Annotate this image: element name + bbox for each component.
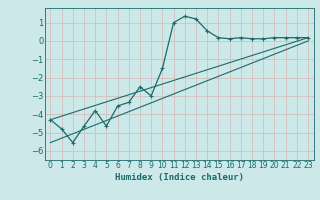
X-axis label: Humidex (Indice chaleur): Humidex (Indice chaleur) [115,173,244,182]
